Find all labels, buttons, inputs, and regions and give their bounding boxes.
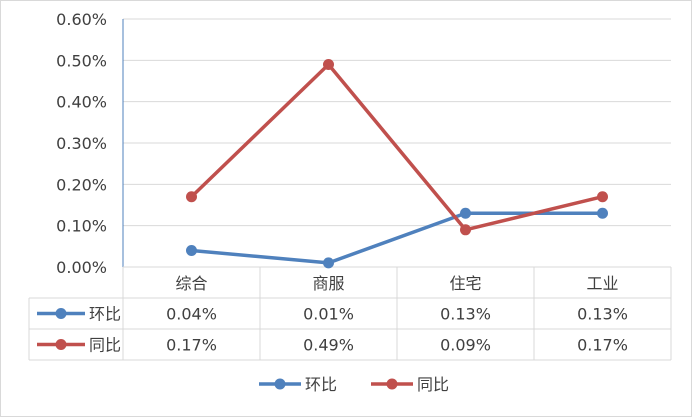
series-line xyxy=(191,211,603,265)
legend-marker xyxy=(274,378,286,390)
table-legend-marker xyxy=(55,308,67,319)
data-point xyxy=(186,244,197,256)
data-point xyxy=(460,207,471,219)
data-point xyxy=(597,191,608,203)
category-label: 住宅 xyxy=(449,274,481,293)
y-tick-label: 0.20% xyxy=(56,175,107,194)
legend-label: 环比 xyxy=(305,375,337,394)
data-point xyxy=(460,224,471,236)
y-tick-label: 0.00% xyxy=(56,258,107,277)
table-cell: 0.49% xyxy=(303,336,354,355)
data-point xyxy=(323,257,334,269)
y-tick-label: 0.40% xyxy=(56,93,107,112)
category-label: 工业 xyxy=(586,274,618,293)
data-point xyxy=(597,207,608,219)
y-tick-label: 0.50% xyxy=(56,51,107,70)
y-tick-label: 0.10% xyxy=(56,217,107,236)
table-series-name: 环比 xyxy=(89,305,121,324)
table-cell: 0.01% xyxy=(303,305,354,324)
data-point xyxy=(186,191,197,203)
table-cell: 0.13% xyxy=(440,305,491,324)
table-cell: 0.17% xyxy=(577,336,628,355)
table-legend-marker xyxy=(55,339,67,350)
legend-marker xyxy=(386,378,398,390)
table-series-name: 同比 xyxy=(89,336,121,355)
table-cell: 0.04% xyxy=(166,305,217,324)
legend-label: 同比 xyxy=(417,375,449,394)
series-line xyxy=(190,62,603,232)
category-label: 综合 xyxy=(175,274,207,293)
category-label: 商服 xyxy=(312,274,344,293)
table-cell: 0.09% xyxy=(440,336,491,355)
table-cell: 0.13% xyxy=(577,305,628,324)
data-point xyxy=(323,58,334,70)
y-tick-label: 0.30% xyxy=(56,134,107,153)
y-tick-label: 0.60% xyxy=(56,10,107,29)
table-cell: 0.17% xyxy=(166,336,217,355)
